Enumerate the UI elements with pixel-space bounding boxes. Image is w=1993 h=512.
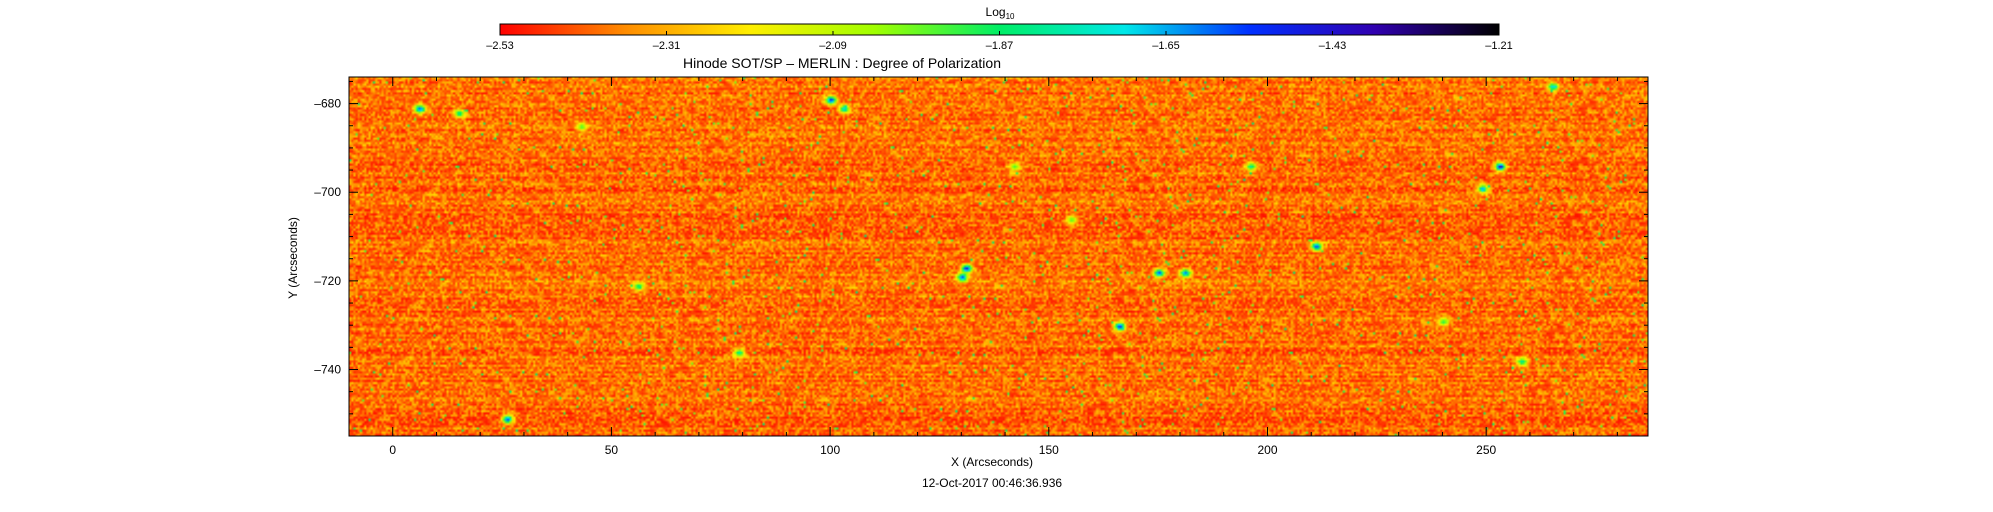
y-tick-label: –700 [314,185,341,199]
y-tick-label: –680 [314,97,341,111]
colorbar-tick-label: –1.43 [1319,40,1347,52]
colorbar-label-subscript: 10 [1006,12,1015,21]
colorbar-ticks: –2.53 –2.31 –2.09 –1.87 –1.65 –1.43 –1.21 [486,31,1513,52]
colorbar-label: Log10 [986,5,1015,21]
chart-title: Hinode SOT/SP – MERLIN : Degree of Polar… [683,55,1001,71]
y-axis: –680 –700 –720 –740 [314,80,1648,415]
heatmap-area: 0 50 100 150 200 250 –680 –700 –720 –740 [314,76,1649,457]
colorbar-tick-label: –2.09 [819,40,847,52]
y-tick-label: –740 [314,363,341,377]
x-tick-label: 100 [820,443,840,457]
heatmap-image [349,77,1648,436]
colorbar: Log10 –2.53 –2.31 –2.09 –1.87 –1.65 –1.43 –1.2… [486,5,1513,52]
plot-frame [348,76,1649,437]
x-tick-label: 250 [1476,443,1496,457]
colorbar-tick-label: –1.87 [986,40,1014,52]
observation-timestamp: 12-Oct-2017 00:46:36.936 [922,476,1062,490]
colorbar-tick-label: –2.31 [653,40,681,52]
x-axis-label: X (Arcseconds) [951,455,1033,469]
y-tick-label: –720 [314,274,341,288]
x-tick-label: 50 [605,443,619,457]
colorbar-tick-label: –1.65 [1152,40,1180,52]
x-tick-label: 200 [1257,443,1277,457]
x-tick-label: 0 [389,443,396,457]
colorbar-tick-label: –1.21 [1485,40,1513,52]
y-axis-label: Y (Arcseconds) [286,217,300,299]
x-axis: 0 50 100 150 200 250 [389,77,1618,457]
colorbar-tick-label: –2.53 [486,40,514,52]
x-tick-label: 150 [1039,443,1059,457]
